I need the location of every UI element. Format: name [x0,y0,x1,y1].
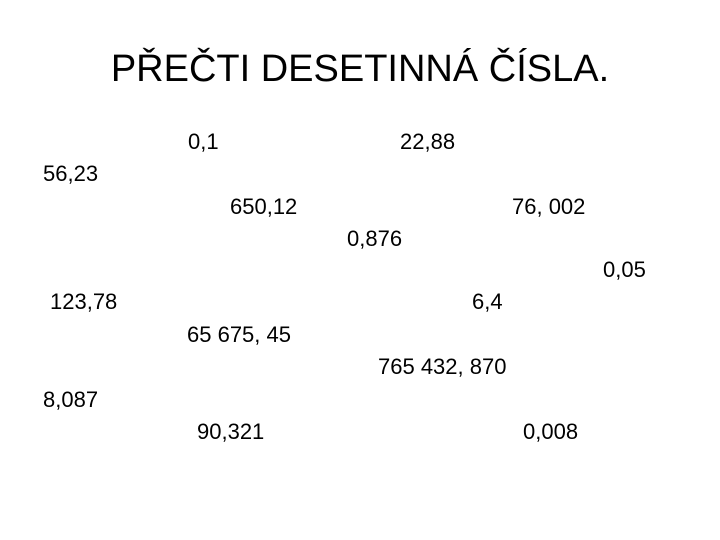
title: PŘEČTI DESETINNÁ ČÍSLA. [110,48,610,90]
number: 0,008 [523,419,579,444]
number: 0,05 [603,257,646,282]
number: 90,321 [197,419,265,444]
number: 76, 002 [512,194,586,219]
number: 22,88 [400,129,456,154]
number: 8,087 [43,387,99,412]
number: 56,23 [43,161,99,186]
number: 0,1 [188,129,219,154]
number: 65 675, 45 [187,322,291,347]
number: 123,78 [50,289,118,314]
number: 0,876 [347,226,403,251]
number: 650,12 [230,194,298,219]
number: 765 432, 870 [378,354,507,379]
number: 6,4 [472,289,503,314]
